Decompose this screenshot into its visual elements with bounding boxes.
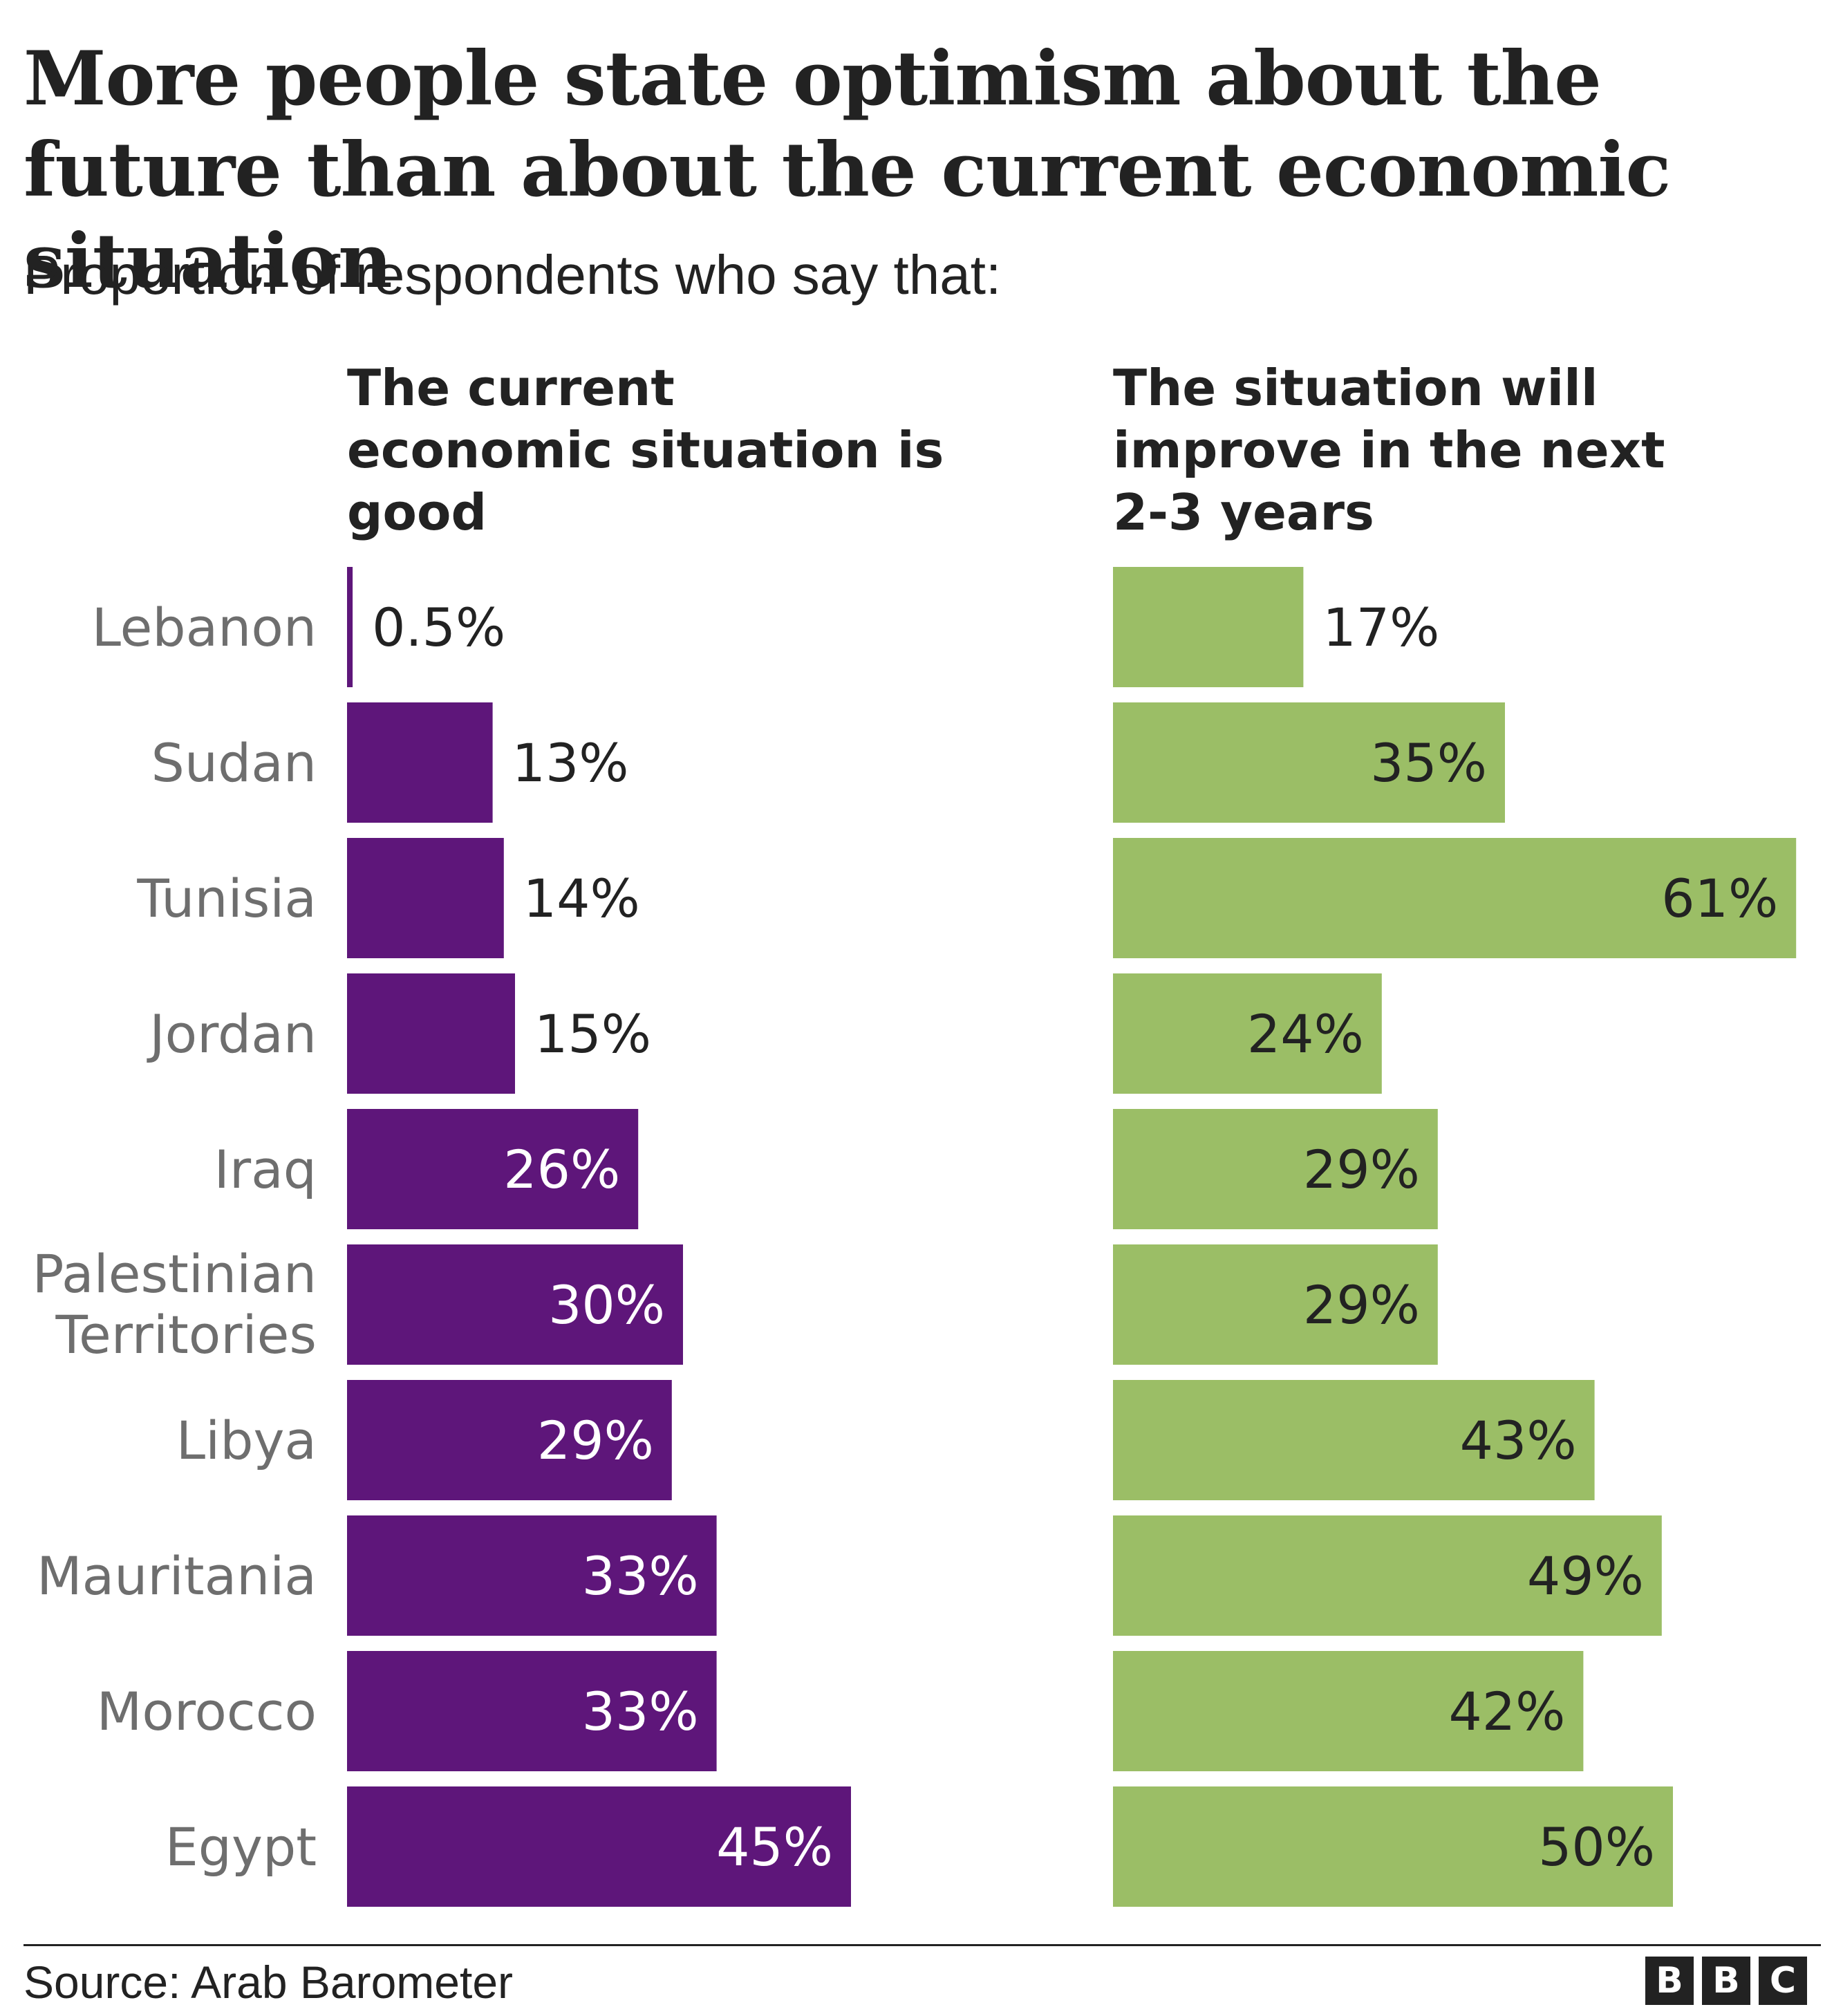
value-label-future: 49% — [1527, 1545, 1644, 1607]
logo-letter: B — [1645, 1957, 1694, 2005]
value-label-future: 42% — [1448, 1681, 1565, 1742]
value-label-current: 33% — [582, 1681, 699, 1742]
value-label-future: 24% — [1247, 1003, 1364, 1065]
bar-current — [347, 1515, 717, 1636]
category-label: Egypt — [165, 1816, 317, 1878]
bar-future — [1113, 838, 1797, 958]
category-label: Lebanon — [92, 597, 317, 658]
value-label-current: 15% — [534, 1003, 651, 1065]
chart-title: More people state optimism about the fut… — [24, 35, 1671, 305]
value-label-future: 50% — [1538, 1816, 1655, 1878]
category-label: Sudan — [151, 732, 317, 794]
value-label-future: 61% — [1661, 868, 1778, 929]
bar-future — [1113, 1380, 1595, 1500]
value-label-current: 45% — [716, 1816, 833, 1878]
value-label-current: 14% — [523, 868, 640, 929]
value-label-future: 43% — [1460, 1410, 1577, 1471]
value-label-future: 29% — [1303, 1274, 1420, 1336]
logo-letter: C — [1759, 1957, 1807, 2005]
value-label-current: 29% — [537, 1410, 654, 1471]
value-label-future: 29% — [1303, 1139, 1420, 1200]
chart-subtitle: Proportion of respondents who say that: — [24, 244, 1002, 306]
bar-future — [1113, 1651, 1584, 1771]
category-label: Palestinian Territories — [32, 1243, 317, 1365]
value-label-current: 26% — [503, 1139, 620, 1200]
source-note: Source: Arab Barometer — [24, 1957, 514, 2008]
category-label: Mauritania — [37, 1545, 317, 1607]
value-label-future: 17% — [1322, 597, 1439, 658]
bar-future — [1113, 973, 1382, 1094]
series-heading-future: The situation will improve in the next 2… — [1113, 359, 1665, 541]
bar-future — [1113, 1515, 1662, 1636]
bar-future — [1113, 1786, 1673, 1907]
bar-current — [347, 1651, 717, 1771]
category-label: Iraq — [214, 1139, 317, 1200]
bar-current — [347, 1786, 851, 1907]
logo-letter: B — [1702, 1957, 1750, 2005]
bar-future — [1113, 1109, 1438, 1229]
value-label-current: 0.5% — [372, 597, 505, 658]
series-heading-current: The current economic situation is good — [347, 359, 944, 541]
footer-divider — [24, 1944, 1821, 1946]
category-label: Tunisia — [136, 868, 317, 929]
bar-future — [1113, 702, 1505, 823]
bar-current — [347, 838, 504, 958]
bar-current — [347, 702, 493, 823]
category-label: Jordan — [147, 1003, 317, 1065]
value-label-current: 33% — [582, 1545, 699, 1607]
bar-future — [1113, 567, 1304, 687]
bar-current — [347, 973, 515, 1094]
category-label: Morocco — [97, 1681, 317, 1742]
bar-current — [347, 1109, 639, 1229]
category-label: Libya — [176, 1410, 317, 1471]
bar-current — [347, 1380, 672, 1500]
bar-future — [1113, 1244, 1438, 1365]
value-label-future: 35% — [1370, 732, 1487, 794]
value-label-current: 30% — [548, 1274, 665, 1336]
bar-current — [347, 1244, 683, 1365]
bbc-logo: B B C — [1645, 1957, 1807, 2005]
value-label-current: 13% — [512, 732, 629, 794]
bar-current — [347, 567, 353, 687]
